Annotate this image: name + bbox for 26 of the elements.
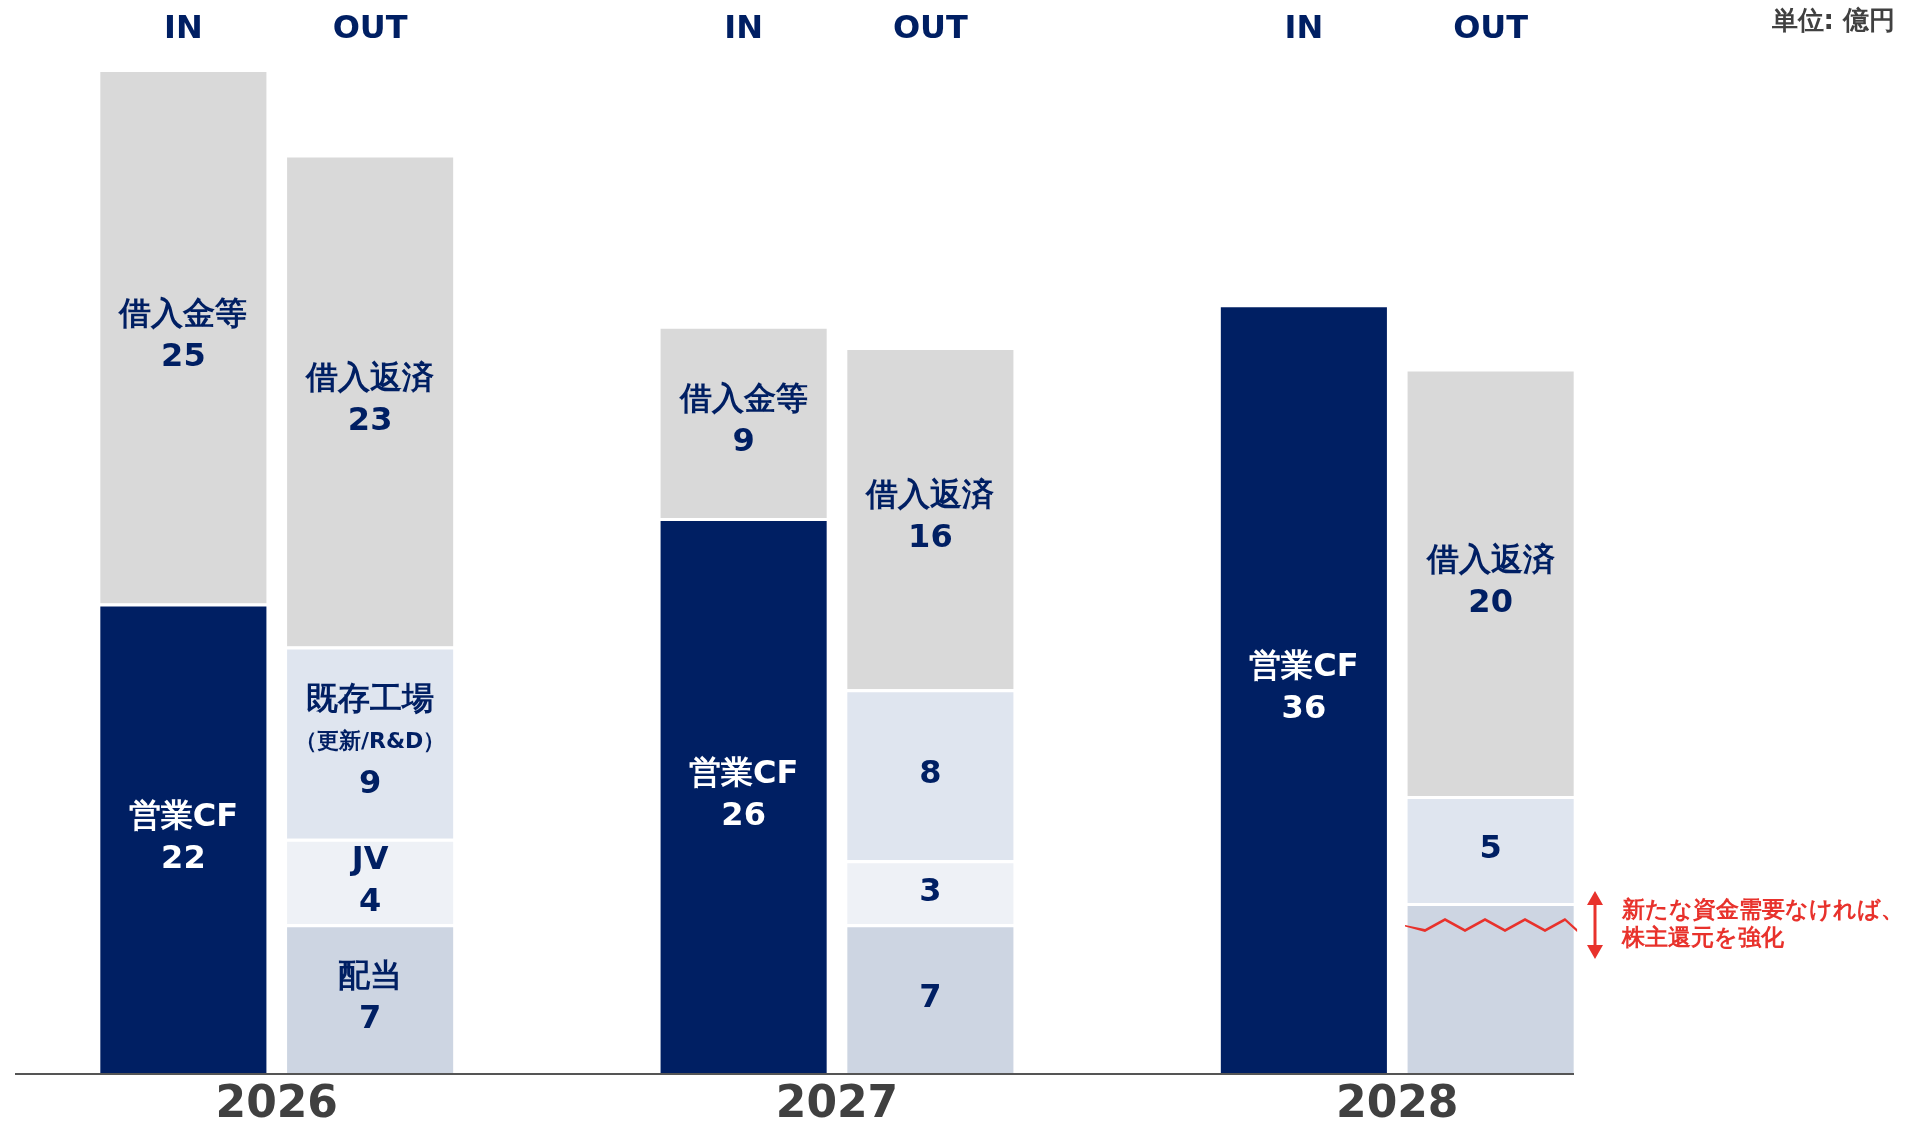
data-label: 5 bbox=[1479, 827, 1502, 866]
data-label: 借入返済 20 bbox=[1425, 539, 1555, 620]
data-label: 7 bbox=[919, 977, 942, 1016]
text: 単位: 億円 bbox=[1770, 4, 1895, 35]
text: 2026 bbox=[215, 1076, 338, 1128]
data-label: 配当 7 bbox=[338, 956, 403, 1037]
x-tick-label: OUT bbox=[892, 7, 969, 46]
text: 新たな資金需要なければ、株主還元を強化 bbox=[1620, 895, 1904, 950]
data-label: 借入金等 25 bbox=[118, 293, 248, 374]
text: 2027 bbox=[775, 1076, 899, 1128]
data-label: 8 bbox=[919, 752, 942, 791]
x-tick-label: OUT bbox=[1453, 7, 1529, 46]
data-label: 借入返済 23 bbox=[305, 357, 435, 438]
data-label: 3 bbox=[919, 870, 942, 909]
data-label: 営業CF 36 bbox=[1249, 646, 1359, 727]
data-label: 借入返済 16 bbox=[865, 475, 995, 556]
x-tick-label: IN bbox=[724, 7, 763, 46]
data-label: 営業CF 22 bbox=[128, 796, 239, 877]
x-tick-label: OUT bbox=[332, 7, 408, 46]
x-tick-label: IN bbox=[1284, 7, 1324, 46]
data-label: 借入金等 9 bbox=[678, 379, 808, 460]
data-label: JV 4 bbox=[349, 838, 389, 919]
data-label: 営業CF 26 bbox=[688, 753, 799, 834]
x-tick-label: IN bbox=[164, 7, 203, 46]
data-label: 既存工場（更新/R&D） 9 bbox=[294, 678, 446, 801]
text: 2028 bbox=[1336, 1076, 1459, 1128]
